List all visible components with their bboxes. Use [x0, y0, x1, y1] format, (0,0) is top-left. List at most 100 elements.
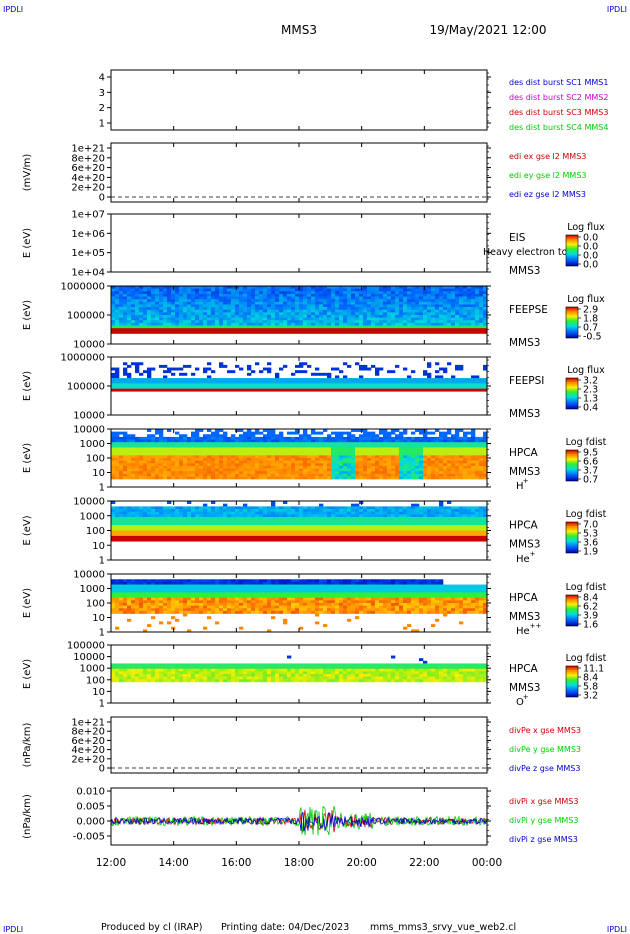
spectrogram-cell	[287, 286, 292, 289]
spectrogram-cell	[167, 315, 172, 318]
spectrogram-cell	[123, 372, 128, 376]
spectrogram-cell	[163, 452, 168, 456]
spectrogram-cell	[267, 328, 272, 332]
spectrogram-cell	[223, 386, 228, 389]
spectrogram-cell	[363, 436, 368, 440]
spectrogram-cell	[247, 468, 252, 472]
spectrogram-cell	[339, 444, 344, 448]
spectrogram-cell	[367, 286, 372, 289]
spectrogram-cell	[383, 291, 388, 295]
spectrogram-cell	[223, 439, 228, 443]
spectrogram-cell	[319, 447, 324, 451]
spectrogram-cell	[211, 463, 216, 467]
spectrogram-cell	[359, 288, 364, 292]
spectrogram-cell	[391, 286, 396, 289]
spectrogram-cell	[143, 304, 148, 308]
spectrogram-cell	[159, 519, 164, 523]
spectrogram-cell	[179, 383, 184, 387]
spectrogram-cell	[347, 458, 352, 461]
spectrogram-cell	[439, 378, 444, 382]
spectrogram-cell	[167, 367, 172, 371]
spectrogram-cell	[299, 291, 304, 295]
spectrogram-cell	[143, 322, 148, 326]
spectrogram-cell	[239, 476, 244, 480]
spectrogram-cell	[115, 315, 120, 318]
spectrogram-cell	[143, 439, 148, 443]
spectrogram-cell	[443, 460, 448, 464]
spectrogram-cell	[459, 473, 464, 477]
spectrogram-cell	[407, 293, 412, 297]
spectrogram-cell	[403, 388, 408, 392]
spectrogram-cell	[247, 309, 252, 313]
spectrogram-cell	[203, 286, 208, 289]
spectrogram-cell	[147, 367, 152, 371]
spectrogram-cell	[343, 330, 348, 334]
spectrogram-cell	[151, 509, 156, 513]
spectrogram-cell	[359, 476, 364, 480]
spectrogram-cell	[299, 525, 304, 529]
spectrogram-cell	[295, 320, 300, 324]
spectrogram-cell	[147, 471, 152, 475]
spectrogram-cell	[323, 452, 328, 456]
spectrogram-cell	[135, 506, 140, 510]
spectrogram-cell	[227, 476, 232, 480]
spectrogram-cell	[267, 522, 272, 526]
spectrogram-cell	[431, 325, 436, 329]
spectrogram-cell	[203, 325, 208, 329]
spectrogram-cell	[283, 439, 288, 443]
spectrogram-cell	[315, 301, 320, 305]
spectrogram-cell	[291, 328, 296, 332]
spectrogram-cell	[139, 525, 144, 529]
spectrogram-cell	[367, 325, 372, 329]
spectrogram-cell	[383, 468, 388, 472]
spectrogram-cell	[439, 299, 444, 303]
spectrogram-cell	[391, 317, 396, 321]
spectrogram-cell	[175, 439, 180, 443]
spectrogram-cell	[399, 386, 404, 389]
spectrogram-cell	[303, 509, 308, 513]
spectrogram-cell	[275, 506, 280, 510]
spectrogram-cell	[227, 455, 232, 459]
spectrogram-cell	[247, 383, 252, 387]
spectrogram-cell	[251, 307, 256, 311]
spectrogram-cell	[379, 325, 384, 329]
spectrogram-cell	[247, 291, 252, 295]
spectrogram-cell	[255, 315, 260, 318]
spectrogram-cell	[259, 450, 264, 454]
spectrogram-cell	[319, 525, 324, 529]
spectrogram-cell	[171, 436, 176, 440]
spectrogram-cell	[335, 317, 340, 321]
spectrogram-cell	[427, 388, 432, 392]
spectrogram-cell	[367, 307, 372, 311]
spectrogram-cell	[363, 317, 368, 321]
spectrogram-cell	[319, 380, 324, 384]
colorbar-tick-label: 0.7	[583, 323, 598, 334]
spectrogram-cell	[263, 506, 268, 510]
spectrogram-cell	[475, 307, 480, 311]
spectrogram-cell	[387, 434, 392, 438]
spectrogram-cell	[259, 465, 264, 469]
spectrogram-cell	[123, 519, 128, 523]
spectrogram-cell	[207, 322, 212, 326]
spectrogram-cell	[227, 299, 232, 303]
spectrogram-cell	[219, 291, 224, 295]
spectrogram-cell	[199, 330, 204, 334]
spectrogram-cell	[199, 533, 204, 537]
spectrogram-cell	[451, 468, 456, 472]
spectrogram-cell	[167, 309, 172, 313]
spectrogram-cell	[191, 463, 196, 467]
spectrogram-cell	[299, 388, 304, 392]
spectrogram-cell	[315, 468, 320, 472]
spectrogram-cell	[399, 378, 404, 382]
spectrogram-cell	[447, 286, 452, 289]
spectrogram-cell	[311, 538, 316, 542]
spectrogram-cell	[411, 293, 416, 297]
spectrogram-cell	[295, 473, 300, 477]
spectrogram-cell	[479, 439, 484, 443]
spectrogram-cell	[455, 476, 460, 480]
instrument-subtitle: MMS3	[509, 408, 540, 420]
spectrogram-cell	[171, 519, 176, 523]
spectrogram-cell	[455, 309, 460, 313]
spectrogram-cell	[355, 452, 360, 456]
spectrogram-cell	[459, 286, 464, 289]
